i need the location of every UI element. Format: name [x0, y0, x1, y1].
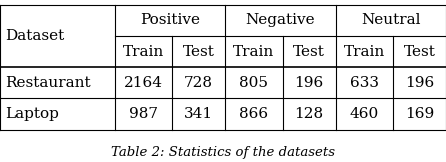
Text: Train: Train: [233, 45, 275, 59]
Text: Laptop: Laptop: [5, 107, 59, 121]
Text: Neutral: Neutral: [361, 13, 421, 27]
Text: Dataset: Dataset: [5, 29, 65, 43]
Text: 196: 196: [294, 76, 324, 90]
Text: 2164: 2164: [124, 76, 163, 90]
Text: Negative: Negative: [246, 13, 315, 27]
Text: 128: 128: [294, 107, 324, 121]
Text: Table 2: Statistics of the datasets: Table 2: Statistics of the datasets: [111, 146, 335, 159]
Text: 987: 987: [129, 107, 158, 121]
Text: Test: Test: [293, 45, 325, 59]
Text: Restaurant: Restaurant: [5, 76, 91, 90]
Text: 633: 633: [350, 76, 379, 90]
Text: 196: 196: [405, 76, 434, 90]
Text: 805: 805: [240, 76, 268, 90]
Text: 169: 169: [405, 107, 434, 121]
Text: Positive: Positive: [140, 13, 200, 27]
Text: 866: 866: [240, 107, 268, 121]
Text: Test: Test: [183, 45, 215, 59]
Text: 341: 341: [184, 107, 213, 121]
Text: Train: Train: [123, 45, 164, 59]
Text: Train: Train: [344, 45, 385, 59]
Text: 728: 728: [184, 76, 213, 90]
Text: Test: Test: [404, 45, 435, 59]
Text: 460: 460: [350, 107, 379, 121]
